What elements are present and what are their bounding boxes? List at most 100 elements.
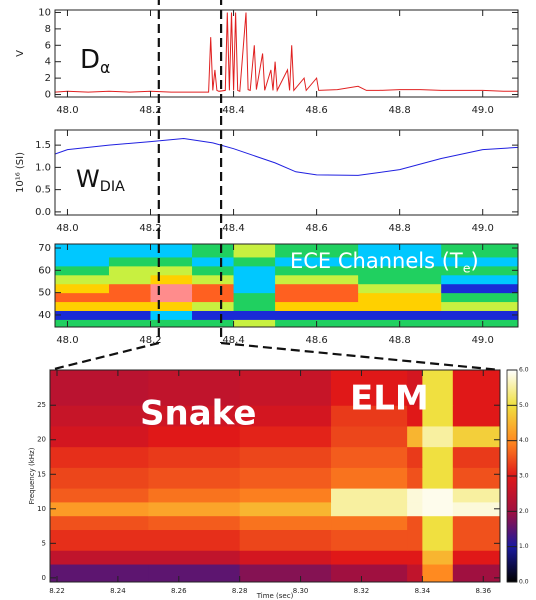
heat-cell: [233, 274, 276, 285]
heat-cell: [331, 501, 408, 517]
x-tick-label: 48.0: [56, 105, 78, 116]
heat-cell: [150, 283, 193, 294]
panel: 8.22 8.24 8.26 8.28 8.30 8.32 8.34 8.36 0 5 10 15 20…: [28, 367, 529, 600]
heat-cell: [239, 501, 332, 517]
heat-cell: [148, 515, 241, 531]
y-tick-label: 5: [42, 539, 46, 547]
heat-cell: [275, 283, 359, 294]
panel: 48.0 48.2 48.4 48.6 48.8 49.0 40 50 60 70 ECE Chan…: [38, 230, 519, 346]
panel: 48.0 48.2 48.4 48.6 48.8 49.0 0.0 0.5 1.0 1.5 10¹⁶…: [15, 116, 519, 234]
heat-cell: [50, 529, 149, 551]
heat-cell: [192, 292, 235, 303]
heat-cell: [358, 274, 442, 285]
heat-cell: [55, 256, 110, 267]
heat-cell: [50, 564, 149, 582]
plot-frame: [54, 129, 519, 216]
heat-cell: [50, 515, 149, 531]
y-tick-label: 20: [37, 436, 46, 444]
y-tick-label: 0.0: [35, 207, 51, 218]
x-tick-label: 8.36: [475, 587, 491, 595]
x-tick-label: 48.2: [139, 105, 161, 116]
heat-cell: [422, 467, 454, 489]
y-tick-label: 8: [45, 24, 51, 35]
heat-cell: [452, 467, 500, 489]
heat-cell: [192, 319, 235, 327]
heat-cell: [55, 292, 110, 303]
heat-cell: [55, 274, 110, 285]
heat-cell: [239, 564, 332, 582]
heat-cell: [407, 564, 423, 582]
heat-cell: [233, 319, 276, 327]
zoom-connector: [49, 341, 160, 372]
heat-cell: [358, 256, 442, 267]
heat-cell: [452, 515, 500, 531]
heat-cell: [331, 405, 408, 427]
heat-cell: [55, 310, 110, 320]
heat-cell: [108, 292, 152, 303]
heat-cell: [441, 256, 518, 267]
heat-cell: [331, 529, 408, 551]
y-axis-label: Frequency (kHz): [28, 447, 36, 504]
heat-cell: [108, 310, 152, 320]
heat-cell: [148, 501, 241, 517]
x-tick-label: 48.0: [56, 335, 78, 346]
x-tick-label: 49.0: [472, 105, 494, 116]
heat-cell: [407, 529, 423, 551]
heat-cell: [55, 301, 110, 311]
heat-cell: [192, 301, 235, 311]
heat-cell: [407, 550, 423, 565]
heat-cell: [148, 446, 241, 468]
heat-cell: [422, 488, 454, 503]
heat-cell: [148, 564, 241, 582]
heat-cell: [233, 244, 276, 258]
colorbar-tick-label: 1.0: [519, 543, 529, 550]
heat-cell: [452, 405, 500, 427]
annotation: Snake: [140, 394, 256, 434]
heat-cell: [150, 310, 193, 320]
y-tick-label: 0.5: [35, 185, 51, 196]
x-tick-label: 48.8: [389, 105, 411, 116]
heat-cell: [233, 301, 276, 311]
heat-cell: [239, 515, 332, 531]
y-tick-label: 4: [45, 57, 51, 68]
heat-cell: [441, 244, 518, 258]
heat-cell: [407, 370, 423, 406]
heat-cell: [331, 488, 408, 503]
annotation: ELM: [350, 379, 429, 419]
heat-cell: [55, 244, 110, 258]
heat-cell: [407, 488, 423, 503]
heat-cell: [148, 425, 241, 448]
heat-cell: [192, 310, 235, 320]
heat-cell: [275, 244, 359, 258]
heat-cell: [233, 265, 276, 276]
colorbar-tick-label: 5.0: [519, 402, 529, 409]
y-tick-label: 15: [37, 470, 46, 478]
heat-cell: [275, 292, 359, 303]
x-tick-label: 48.4: [222, 335, 244, 346]
y-tick-label: 10: [37, 505, 46, 513]
x-tick-label: 48.2: [139, 335, 161, 346]
label-text: D: [80, 45, 100, 75]
heat-cell: [150, 256, 193, 267]
y-tick-label: 1.0: [35, 162, 51, 173]
heat-cell: [452, 446, 500, 468]
heat-cell: [50, 425, 149, 448]
heat-cell: [275, 301, 359, 311]
heat-cell: [108, 301, 152, 311]
y-axis-label: V: [15, 50, 26, 57]
heat-cell: [239, 446, 332, 468]
x-tick-label: 48.4: [222, 105, 244, 116]
label-text: ECE Channels (T: [290, 249, 463, 273]
heat-cell: [108, 283, 152, 294]
heat-cell: [50, 370, 149, 406]
heat-cell: [422, 425, 454, 448]
heat-cell: [239, 370, 332, 406]
heat-cell: [150, 274, 193, 285]
heat-cell: [233, 310, 276, 320]
x-tick-label: 48.6: [305, 105, 327, 116]
x-tick-label: 49.0: [472, 335, 494, 346]
heat-cell: [331, 446, 408, 468]
heat-cell: [150, 319, 193, 327]
y-tick-label: 40: [38, 310, 51, 321]
heat-cell: [192, 283, 235, 294]
